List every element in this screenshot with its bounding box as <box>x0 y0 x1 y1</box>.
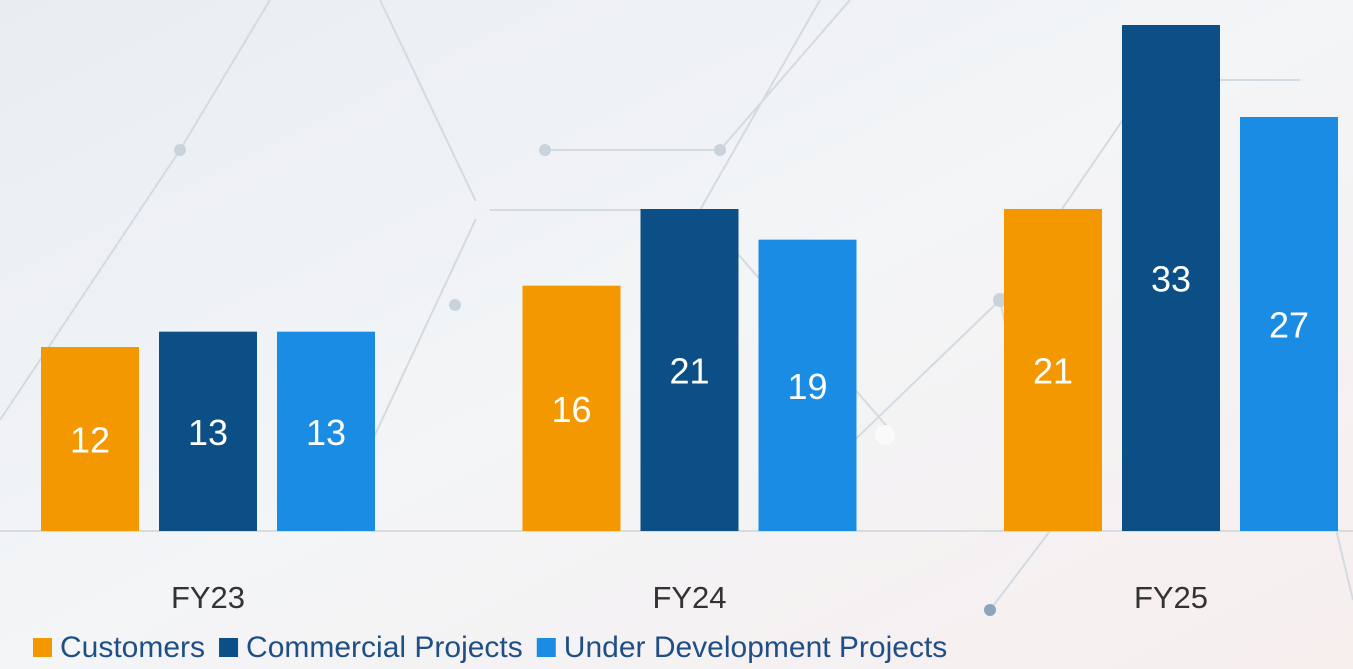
hex-nodes <box>174 144 1007 616</box>
data-label: 13 <box>306 412 346 453</box>
data-label: 19 <box>787 366 827 407</box>
x-tick-label: FY23 <box>171 580 245 615</box>
legend-label: Commercial Projects <box>246 631 523 664</box>
data-label: 33 <box>1151 259 1191 300</box>
legend-label: Under Development Projects <box>564 631 948 664</box>
bar <box>1004 209 1102 531</box>
bar <box>522 285 621 531</box>
x-tick-label: FY24 <box>652 580 726 615</box>
bar <box>1240 117 1338 531</box>
data-label: 16 <box>551 389 591 430</box>
data-label: 27 <box>1269 305 1309 346</box>
bar <box>277 331 375 531</box>
bar <box>758 239 857 531</box>
x-tick-label: FY25 <box>1134 580 1208 615</box>
legend-swatch <box>536 638 556 657</box>
data-label: 21 <box>1033 351 1073 392</box>
legend-label: Customers <box>60 631 205 664</box>
legend-swatch <box>33 638 52 657</box>
legend: Customers Commercial Projects Under Develo… <box>33 631 947 664</box>
data-label: 13 <box>188 412 228 453</box>
legend-swatch <box>219 638 239 657</box>
bar <box>1122 25 1220 531</box>
bar <box>640 209 739 531</box>
data-label: 21 <box>669 351 709 392</box>
data-label: 12 <box>70 420 110 461</box>
bar <box>159 331 257 531</box>
bar <box>41 347 139 531</box>
